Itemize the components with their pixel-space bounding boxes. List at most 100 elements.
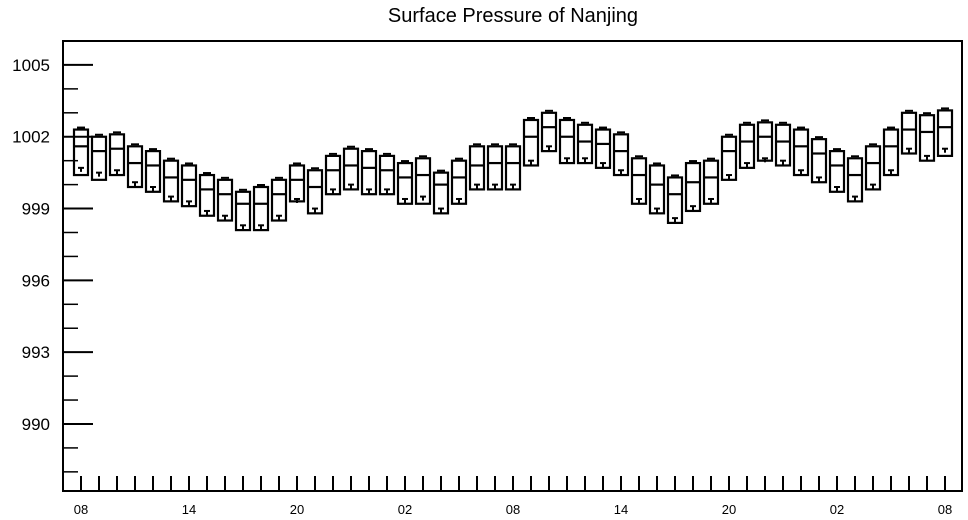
- box-body: [162, 159, 180, 203]
- box-body: [756, 121, 774, 162]
- box-body: [810, 138, 828, 184]
- box-27: [558, 116, 576, 165]
- x-axis: 08 14 20 02 08 14 20 02 08: [74, 476, 952, 517]
- box-37: [738, 121, 756, 169]
- box-28: [576, 121, 594, 165]
- box-body: [864, 145, 882, 191]
- box-body: [936, 109, 954, 157]
- box-21: [450, 157, 468, 205]
- box-body: [306, 169, 324, 215]
- box-body: [900, 111, 918, 155]
- box-18: [396, 160, 414, 205]
- box-body: [198, 173, 216, 217]
- box-10: [252, 184, 270, 232]
- chart-title: Surface Pressure of Nanjing: [388, 5, 638, 27]
- x-tick-label: 14: [614, 502, 628, 517]
- box-29: [594, 126, 612, 169]
- box-44: [864, 143, 882, 191]
- box-19: [414, 155, 432, 205]
- box-24: [504, 143, 522, 191]
- box-11: [270, 176, 288, 222]
- box-body: [594, 128, 612, 169]
- box-26: [540, 109, 558, 153]
- box-body: [612, 133, 630, 177]
- box-14: [324, 152, 342, 196]
- y-tick-label: 1002: [12, 128, 50, 147]
- box-body: [360, 150, 378, 196]
- box-45: [882, 126, 900, 177]
- box-body: [648, 164, 666, 215]
- box-23: [486, 143, 504, 191]
- box-body: [396, 161, 414, 205]
- box-39: [774, 121, 792, 167]
- box-9: [234, 188, 252, 232]
- box-body: [432, 171, 450, 215]
- plot-frame: [62, 40, 963, 492]
- box-1: [90, 133, 108, 181]
- box-body: [216, 178, 234, 222]
- x-tick-label: 08: [506, 502, 520, 517]
- box-body: [702, 159, 720, 205]
- box-17: [378, 152, 396, 196]
- box-body: [468, 145, 486, 191]
- x-tick-label: 02: [398, 502, 412, 517]
- box-12: [288, 162, 306, 203]
- box-body: [234, 190, 252, 232]
- box-34: [684, 160, 702, 213]
- box-body: [882, 128, 900, 177]
- box-body: [324, 154, 342, 196]
- box-42: [828, 148, 846, 193]
- box-body: [504, 145, 522, 191]
- box-body: [288, 164, 306, 203]
- box-13: [306, 167, 324, 215]
- box-body: [576, 123, 594, 165]
- box-30: [612, 131, 630, 177]
- box-33: [666, 174, 684, 225]
- box-25: [522, 116, 540, 167]
- box-body: [792, 128, 810, 177]
- box-31: [630, 155, 648, 205]
- box-body: [414, 157, 432, 205]
- x-tick-label: 08: [938, 502, 952, 517]
- box-0: [72, 126, 90, 177]
- box-body: [90, 135, 108, 181]
- box-4: [144, 148, 162, 193]
- y-tick-label: 990: [22, 415, 50, 434]
- box-6: [180, 162, 198, 208]
- box-body: [774, 123, 792, 167]
- box-body: [522, 118, 540, 167]
- box-body: [720, 135, 738, 181]
- x-tick-label: 14: [182, 502, 196, 517]
- box-body: [540, 111, 558, 153]
- y-tick-label: 1005: [12, 56, 50, 75]
- boxes: [72, 107, 954, 232]
- box-body: [684, 161, 702, 213]
- box-2: [108, 131, 126, 177]
- box-body: [180, 164, 198, 208]
- box-body: [846, 157, 864, 203]
- box-body: [630, 157, 648, 205]
- box-41: [810, 136, 828, 184]
- x-tick-label: 08: [74, 502, 88, 517]
- box-body: [486, 145, 504, 191]
- y-tick-label: 999: [22, 200, 50, 219]
- box-20: [432, 169, 450, 215]
- box-35: [702, 157, 720, 205]
- x-tick-label: 02: [830, 502, 844, 517]
- y-axis: 1005 1002 999 996 993 990: [12, 40, 93, 473]
- box-5: [162, 157, 180, 203]
- box-3: [126, 143, 144, 189]
- box-body: [126, 145, 144, 189]
- box-48: [936, 107, 954, 157]
- box-body: [270, 178, 288, 222]
- box-body: [828, 150, 846, 193]
- x-tick-label: 20: [290, 502, 304, 517]
- box-body: [450, 159, 468, 205]
- box-47: [918, 112, 936, 162]
- y-tick-label: 996: [22, 271, 50, 290]
- y-tick-label: 993: [22, 343, 50, 362]
- box-40: [792, 126, 810, 177]
- box-15: [342, 145, 360, 191]
